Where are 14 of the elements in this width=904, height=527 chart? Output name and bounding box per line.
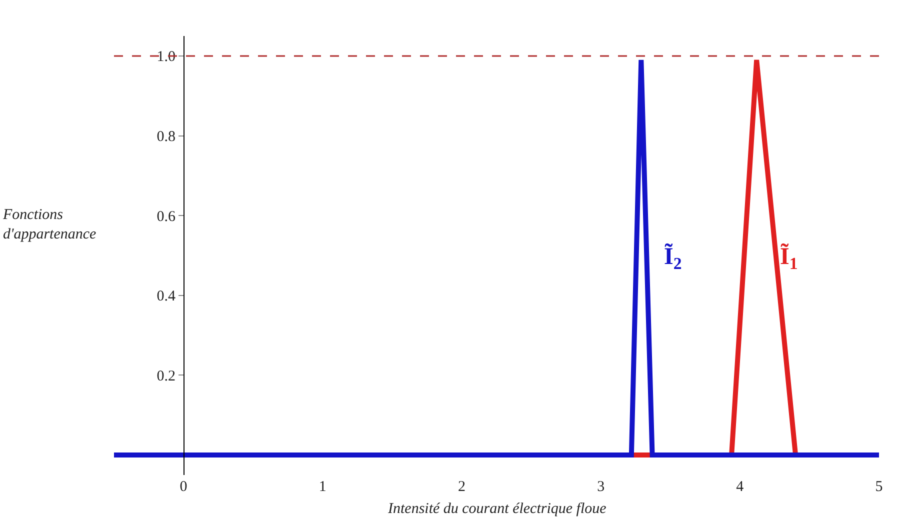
- y-tick-label: 0.8: [156, 129, 176, 146]
- y-axis-title: Fonctions d'appartenance: [2, 207, 97, 242]
- x-tick-label: 3: [597, 479, 605, 495]
- x-tick-label: 5: [875, 479, 883, 495]
- y-tick-label: 0.6: [156, 208, 176, 225]
- x-tick-label: 2: [458, 479, 466, 495]
- x-tick-label: 4: [736, 479, 744, 495]
- series-label: Ĩ$_{1}$: [780, 243, 798, 274]
- x-tick-label: 1: [318, 479, 326, 495]
- series-label: Ĩ$_{2}$: [664, 243, 682, 274]
- x-axis-title: Intensité du courant électrique floue: [387, 501, 607, 517]
- y-tick-label: 0.4: [156, 288, 176, 305]
- y-tick-label: 0.2: [156, 368, 176, 384]
- x-tick-label: 0: [180, 479, 188, 495]
